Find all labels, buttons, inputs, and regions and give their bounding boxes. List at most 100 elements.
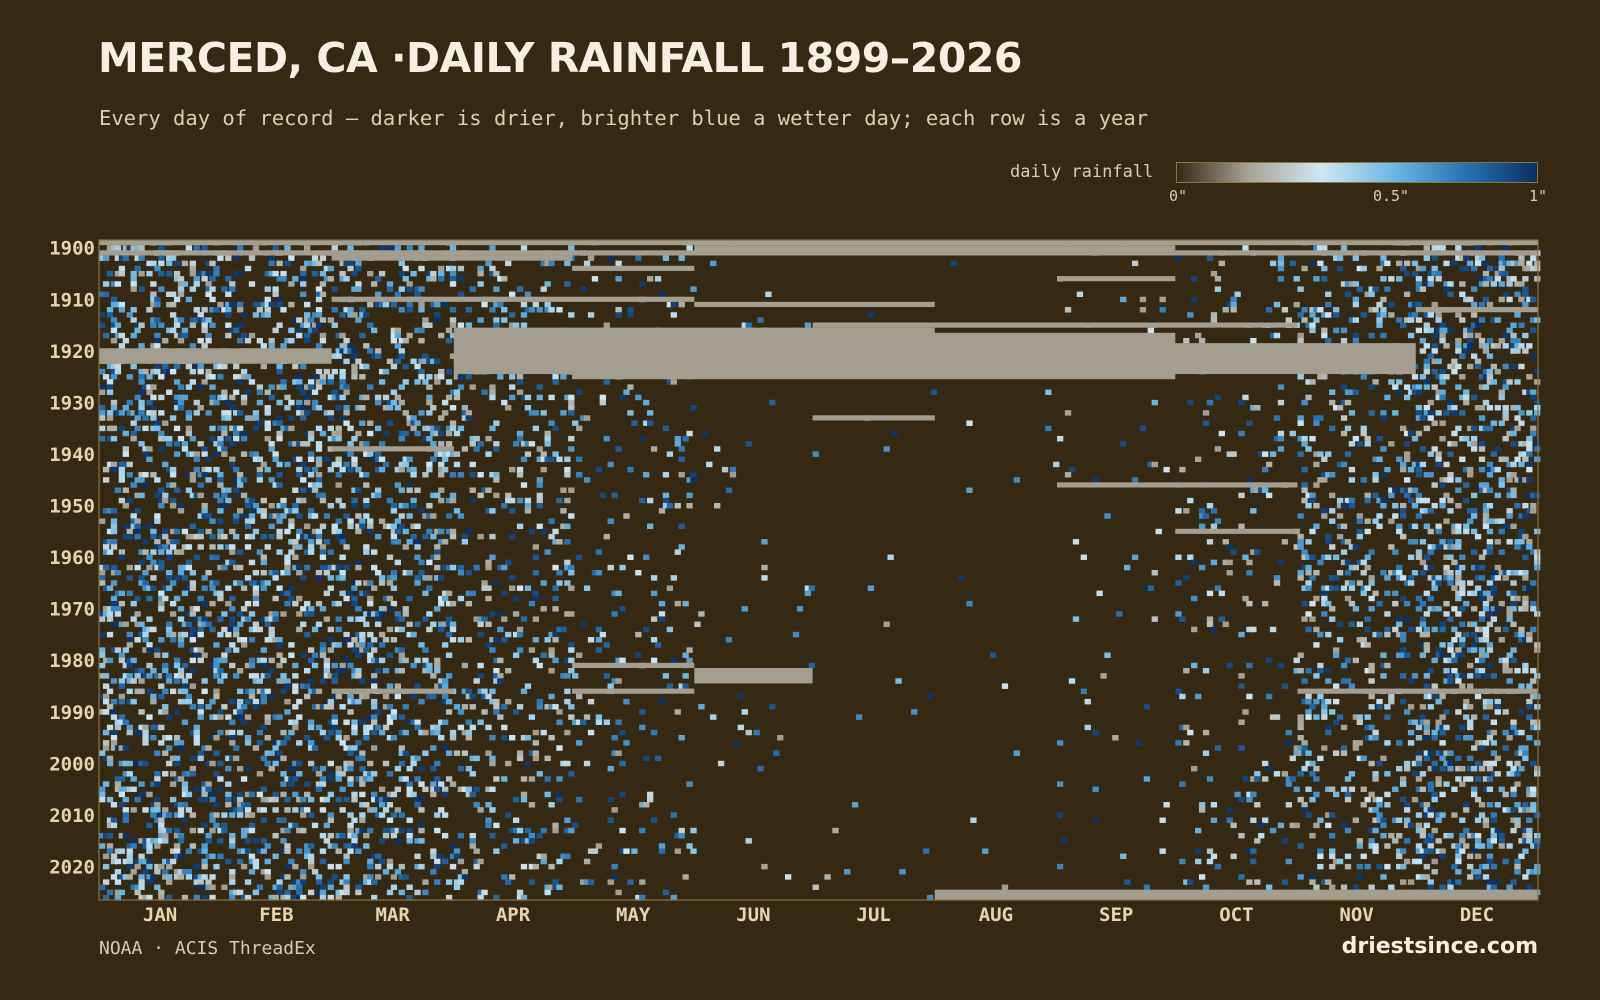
rain-cell [331, 430, 338, 437]
rain-cell [650, 616, 658, 622]
rain-cell [343, 260, 350, 267]
rain-cell [441, 451, 449, 457]
rain-cell [1191, 276, 1198, 282]
rain-cell [394, 616, 401, 622]
rain-cell [552, 528, 559, 535]
rain-cell [1376, 301, 1383, 308]
rain-cell [556, 580, 563, 586]
rain-cell [158, 595, 165, 602]
rain-cell [1506, 379, 1513, 385]
rain-cell [926, 693, 934, 700]
rain-cell [102, 564, 110, 571]
rain-cell [1356, 286, 1363, 292]
rain-cell [118, 265, 126, 272]
rain-cell [1076, 291, 1084, 298]
rain-cell [256, 688, 264, 695]
rain-cell [1455, 611, 1462, 617]
rain-cell [406, 301, 413, 308]
rain-cell [102, 611, 110, 617]
rain-cell [158, 487, 165, 493]
rain-cell [449, 420, 457, 426]
rain-cell [1526, 735, 1533, 741]
rain-cell [505, 497, 512, 504]
rain-cell [315, 528, 323, 535]
rain-cell [390, 637, 398, 643]
rain-cell [335, 497, 342, 504]
rain-cell [426, 559, 433, 566]
rain-cell [1455, 564, 1462, 571]
rain-cell [134, 760, 141, 767]
rain-cell [268, 533, 275, 540]
rain-cell [296, 384, 303, 390]
rain-cell [434, 317, 441, 323]
rain-cell [670, 575, 677, 581]
rain-cell [185, 807, 193, 813]
rain-cell [509, 466, 516, 473]
rain-cell [331, 642, 338, 648]
rain-cell [213, 363, 220, 370]
rain-cell [233, 477, 240, 483]
rain-cell [296, 332, 303, 339]
rain-cell [280, 740, 287, 746]
rain-cell [1510, 487, 1517, 493]
rain-cell [327, 374, 334, 380]
rain-cell [315, 570, 323, 576]
rain-cell [1352, 745, 1360, 751]
rain-cell [1514, 348, 1521, 354]
rain-cell [386, 580, 394, 586]
rain-cell [658, 291, 666, 298]
rain-cell [1494, 771, 1501, 777]
rain-cell [615, 446, 622, 452]
rain-cell [1514, 502, 1521, 509]
rain-cell [1530, 724, 1537, 731]
rain-cell [1522, 606, 1529, 612]
rain-cell [311, 255, 319, 261]
rain-cell [205, 570, 212, 576]
rain-cell [556, 745, 563, 751]
rain-cell [524, 735, 532, 741]
rain-cell [99, 611, 106, 617]
rain-cell [315, 260, 323, 267]
rain-cell [185, 487, 193, 493]
rain-cell [1301, 549, 1308, 555]
rain-cell [1419, 771, 1427, 777]
rain-cell [422, 729, 429, 736]
rain-cell [1486, 379, 1494, 385]
rain-cell [1305, 611, 1312, 617]
rain-cell [134, 533, 141, 540]
rain-cell [102, 683, 110, 689]
rain-cell [169, 528, 177, 535]
rain-cell [177, 291, 185, 298]
rain-cell [225, 322, 232, 328]
rain-cell [319, 606, 327, 612]
rain-cell [304, 332, 311, 339]
rain-cell [296, 760, 303, 767]
rain-cell [607, 518, 614, 524]
rain-cell [509, 735, 516, 741]
rain-cell [410, 466, 417, 473]
rain-cell [126, 631, 133, 638]
rain-cell [1470, 745, 1478, 751]
rain-cell [213, 466, 220, 473]
rain-cell [481, 688, 488, 695]
rain-cell [114, 332, 122, 339]
rain-cell [1403, 600, 1411, 607]
rain-cell [177, 616, 185, 622]
rain-cell [118, 698, 126, 705]
rain-cell [1510, 276, 1517, 282]
rain-cell [158, 709, 165, 715]
rain-cell [378, 456, 386, 463]
rain-cell [1522, 533, 1529, 540]
rain-cell [177, 394, 185, 401]
rain-cell [1285, 729, 1292, 736]
rain-cell [1423, 384, 1430, 390]
rain-cell [371, 719, 378, 725]
rain-cell [485, 621, 492, 628]
rain-cell [197, 363, 204, 370]
rain-cell [315, 343, 323, 349]
rain-cell [102, 693, 110, 700]
rain-cell [1447, 642, 1454, 648]
rain-cell [331, 322, 338, 328]
rain-cell [150, 528, 157, 535]
rain-cell [99, 652, 106, 658]
